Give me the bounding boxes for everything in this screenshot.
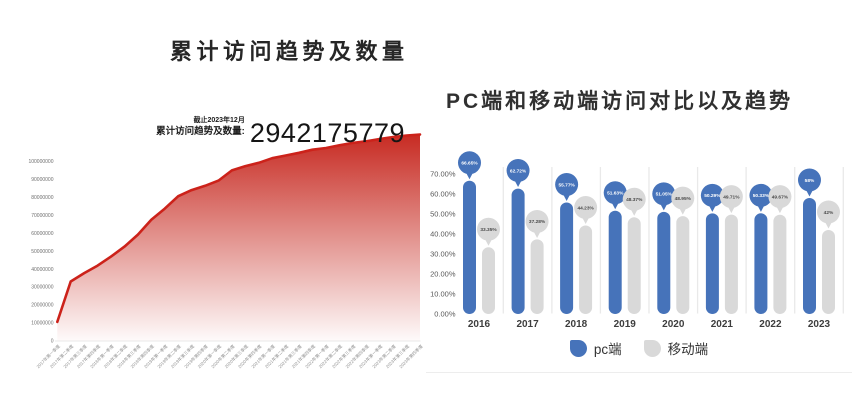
mobile-value-label-2021: 49.71% [723, 194, 740, 200]
cumulative-total-label: 累计访问趋势及数量: [156, 126, 245, 138]
y-tick-label: 70000000 [31, 213, 53, 219]
pc-balloon-2018 [555, 172, 579, 196]
mobile-bar-2016 [482, 247, 495, 314]
pc-value-label-2019: 51.63% [607, 191, 624, 197]
mobile-value-label-2018: 44.23% [577, 205, 594, 211]
x-tick-label: 2023年第四季度 [398, 342, 425, 369]
y-tick-label: 40.00% [430, 230, 456, 239]
cumulative-area-chart: 0 10000000 20000000 30000000 40000000 5000000… [28, 133, 425, 370]
pc-bar-2018 [560, 202, 574, 314]
y-tick-label: 70.00% [430, 170, 456, 179]
mobile-value-label-2019: 48.37% [626, 197, 643, 203]
y-tick-label: 50.00% [430, 210, 456, 219]
as-of-date-note: 截止2023年12月 [193, 117, 245, 125]
mobile-balloon-2022 [768, 185, 792, 209]
cumulative-total-annotation: 截止2023年12月 累计访问趋势及数量: 2942175779 [156, 116, 405, 146]
mobile-bar-2021 [724, 214, 738, 314]
y-tick-label: 40000000 [31, 267, 53, 273]
mobile-value-label-2017: 37.28% [529, 219, 546, 225]
x-category-label-2019: 2019 [614, 319, 637, 330]
y-tick-label: 0.00% [434, 310, 456, 319]
x-category-label-2018: 2018 [565, 319, 588, 330]
pc-bar-2019 [608, 210, 622, 314]
left-chart-title: 累计访问趋势及数量 [170, 39, 409, 64]
mobile-bar-2019 [627, 217, 641, 314]
y-tick-label: 60.00% [430, 190, 456, 199]
mobile-balloon-2020 [671, 186, 695, 210]
pc-balloon-2020 [652, 182, 676, 206]
mobile-value-label-2023: 42% [824, 210, 834, 216]
x-category-label-2020: 2020 [662, 319, 685, 330]
y-tick-label: 10.00% [430, 290, 456, 299]
y-tick-label: 30.00% [430, 250, 456, 259]
mobile-balloon-2016 [477, 217, 500, 241]
annotation-labels: 截止2023年12月 累计访问趋势及数量: [156, 117, 245, 137]
pc-value-label-2023: 58% [805, 178, 815, 184]
pc-balloon-2021 [700, 183, 724, 207]
mobile-bar-2018 [579, 225, 593, 314]
mobile-value-label-2016: 33.35% [480, 227, 497, 233]
mobile-value-label-2022: 49.67% [772, 194, 789, 200]
area-fill [57, 134, 421, 341]
pc-balloon-2016 [458, 151, 481, 175]
y-tick-label: 20.00% [430, 270, 456, 279]
pc-mobile-comparison-panel: PC端和移动端访问对比以及趋势 0.00% 10.00% 20.00% 30.00% 4… [426, 0, 852, 411]
cumulative-total-value: 2942175779 [249, 118, 405, 148]
pc-mobile-bar-chart: 0.00% 10.00% 20.00% 30.00% 40.00% 50.00% 60.00… [430, 151, 844, 330]
y-tick-label: 90000000 [31, 177, 53, 183]
y-tick-label: 100000000 [28, 159, 53, 165]
pc-value-label-2017: 62.72% [510, 168, 527, 174]
pc-value-label-2016: 66.65% [461, 161, 478, 167]
pc-value-label-2021: 50.29% [704, 193, 721, 199]
pc-bar-2023 [803, 198, 816, 314]
mobile-bar-2022 [773, 214, 787, 314]
mobile-balloon-2023 [816, 200, 840, 224]
pc-value-label-2020: 51.05% [656, 192, 673, 198]
y-tick-label: 10000000 [31, 321, 53, 327]
mobile-bar-2017 [530, 239, 544, 314]
x-category-label-2022: 2022 [759, 319, 782, 330]
x-category-label-2017: 2017 [516, 319, 539, 330]
mobile-bar-2023 [822, 230, 835, 314]
y-tick-label: 80000000 [31, 195, 53, 201]
mobile-balloon-2017 [525, 209, 549, 233]
y-tick-label: 0 [51, 339, 54, 345]
mobile-value-label-2020: 48.95% [675, 196, 692, 202]
legend-item-mobile[interactable]: 移动端 [643, 338, 709, 358]
pc-bar-2021 [705, 213, 719, 314]
mobile-balloon-2019 [622, 187, 646, 211]
panel-bottom-border [426, 372, 852, 373]
pc-bar-2022 [754, 213, 768, 314]
pc-balloon-2022 [749, 183, 773, 207]
pc-value-label-2022: 50.33% [753, 193, 770, 199]
cumulative-visits-panel: 累计访问趋势及数量 截止2023年12月 累计访问趋势及数量: 29421757… [28, 39, 425, 370]
pc-balloon-2019 [603, 181, 627, 205]
pc-balloon-2023 [797, 168, 821, 192]
pc-balloon-2017 [506, 159, 530, 183]
pc-legend-label: pc端 [593, 342, 622, 357]
pc-series-marker-icon [569, 339, 587, 357]
chart-legend: pc端 移动端 [426, 338, 852, 358]
mobile-legend-label: 移动端 [667, 342, 709, 357]
right-chart-title: PC端和移动端访问对比以及趋势 [446, 90, 794, 113]
y-tick-label: 50000000 [31, 249, 53, 255]
pc-bar-2016 [463, 180, 476, 314]
mobile-series-marker-icon [643, 339, 661, 357]
pc-bar-2020 [657, 211, 671, 314]
x-category-label-2021: 2021 [711, 319, 734, 330]
x-category-label-2023: 2023 [808, 319, 831, 330]
y-tick-label: 30000000 [31, 285, 53, 291]
mobile-balloon-2021 [719, 185, 743, 209]
legend-item-pc[interactable]: pc端 [569, 338, 622, 358]
x-category-label-2016: 2016 [468, 319, 491, 330]
mobile-balloon-2018 [574, 196, 598, 220]
trend-line [56, 133, 422, 324]
y-tick-label: 20000000 [31, 303, 53, 309]
mobile-bar-2020 [676, 216, 690, 314]
pc-value-label-2018: 55.77% [558, 182, 575, 188]
pc-bar-2017 [511, 188, 525, 314]
y-tick-label: 60000000 [31, 231, 53, 237]
